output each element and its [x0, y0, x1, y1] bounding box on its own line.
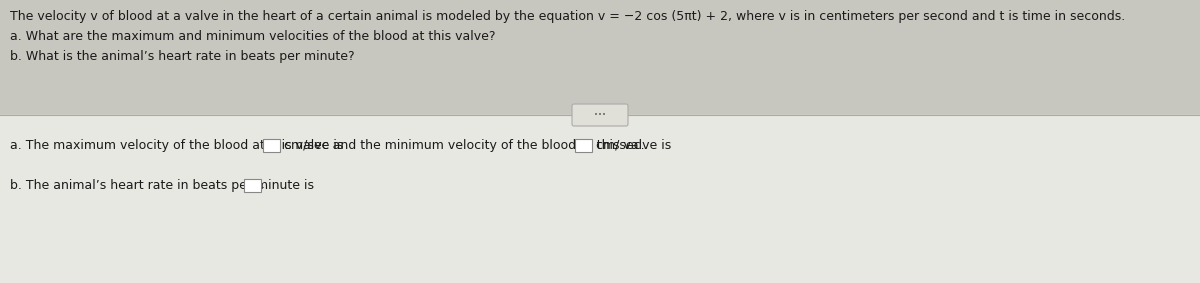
Text: b. The animal’s heart rate in beats per minute is: b. The animal’s heart rate in beats per …: [10, 179, 318, 192]
Text: cm/sec and the minimum velocity of the blood at this valve is: cm/sec and the minimum velocity of the b…: [280, 138, 674, 151]
Bar: [244, 179, 262, 192]
Text: •••: •••: [594, 112, 606, 118]
Bar: [0, 115, 1200, 283]
Text: a. The maximum velocity of the blood at this valve is: a. The maximum velocity of the blood at …: [10, 138, 347, 151]
Text: .: .: [262, 179, 265, 192]
FancyBboxPatch shape: [572, 104, 628, 126]
Text: The velocity v of blood at a valve in the heart of a certain animal is modeled b: The velocity v of blood at a valve in th…: [10, 10, 1126, 23]
Bar: [263, 138, 280, 151]
Text: cm/sec.: cm/sec.: [592, 138, 644, 151]
Text: b. What is the animal’s heart rate in beats per minute?: b. What is the animal’s heart rate in be…: [10, 50, 355, 63]
Text: a. What are the maximum and minimum velocities of the blood at this valve?: a. What are the maximum and minimum velo…: [10, 30, 496, 43]
Bar: [575, 138, 592, 151]
Bar: [0, 0, 1200, 115]
